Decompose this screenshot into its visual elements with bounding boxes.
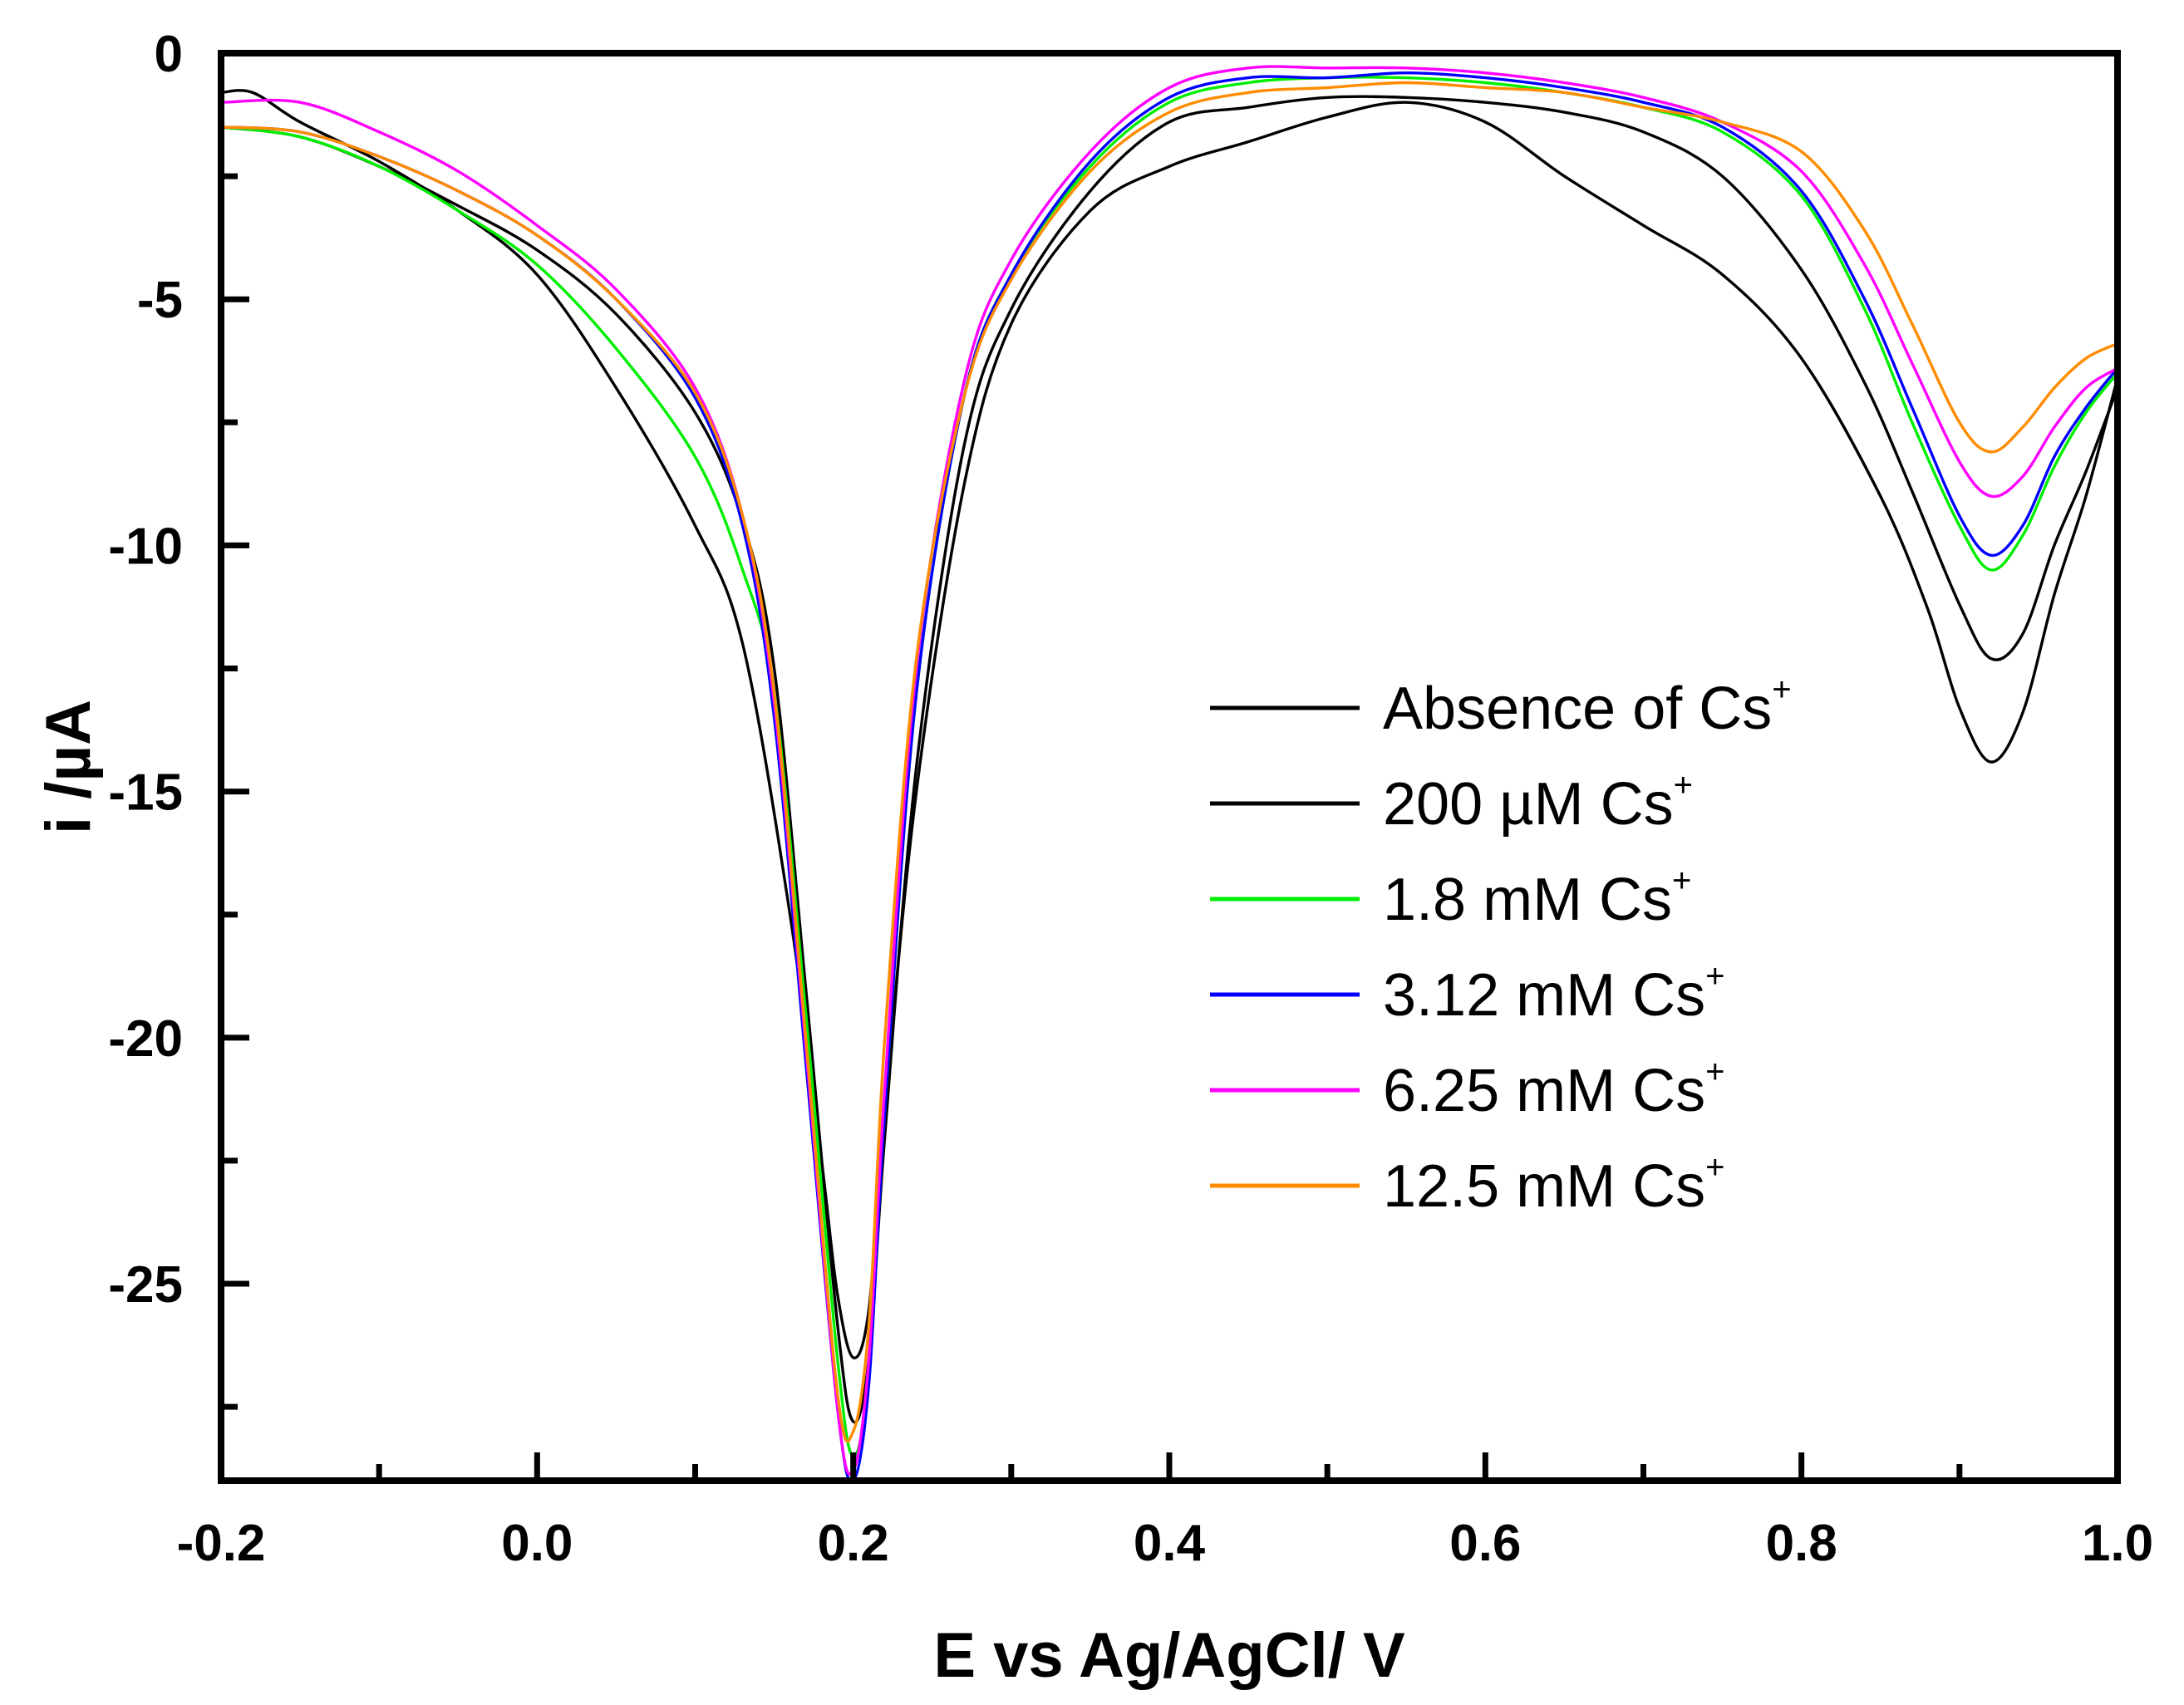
y-tick-label: -10 [108,518,183,575]
legend-item: 3.12 mM Cs+ [1210,958,1724,1029]
y-tick-labels: 0 -5 -10 -15 -20 -25 [108,26,183,1314]
y-tick-label: -25 [108,1256,183,1314]
legend-item: Absence of Cs+ [1210,671,1792,742]
legend-item: 200 µM Cs+ [1210,767,1693,838]
legend: Absence of Cs+ 200 µM Cs+ 1.8 mM Cs+ 3.12 m… [1210,671,1792,1220]
y-tick-label: -15 [108,764,183,822]
legend-item: 1.8 mM Cs+ [1210,862,1691,933]
y-tick-label: 0 [155,26,183,83]
x-tick-label: 1.0 [2082,1515,2153,1572]
x-tick-label: -0.2 [177,1515,266,1572]
x-tick-label: 0.0 [501,1515,573,1572]
plot-frame [218,50,2121,1484]
legend-item: 6.25 mM Cs+ [1210,1054,1724,1124]
legend-label: 12.5 mM Cs+ [1383,1149,1724,1220]
legend-superscript: + [1705,958,1724,995]
y-axis-title: i /µA [33,700,104,834]
series-line-2 [219,95,2119,1424]
series-line-6 [219,81,2119,1443]
legend-label: Absence of Cs+ [1383,671,1792,742]
y-tick-label: -20 [108,1010,183,1068]
x-tick-label: 0.6 [1449,1515,1521,1572]
legend-superscript: + [1772,671,1791,708]
series-line-1 [219,89,2119,1359]
legend-superscript: + [1705,1149,1724,1186]
series-layer [219,65,2119,1483]
x-tick-label: 0.8 [1766,1515,1837,1572]
legend-label: 6.25 mM Cs+ [1383,1054,1724,1124]
legend-superscript: + [1672,862,1691,899]
y-tick-label: -5 [137,272,183,329]
x-tick-labels: -0.2 0.0 0.2 0.4 0.6 0.8 1.0 [177,1515,2154,1572]
legend-superscript: + [1705,1054,1724,1090]
legend-label: 1.8 mM Cs+ [1383,862,1691,933]
x-tick-label: 0.4 [1134,1515,1206,1572]
series-line-4 [219,71,2119,1483]
x-tick-label: 0.2 [818,1515,889,1572]
legend-superscript: + [1674,767,1693,803]
legend-item: 12.5 mM Cs+ [1210,1149,1724,1220]
legend-label: 3.12 mM Cs+ [1383,958,1724,1029]
legend-label: 200 µM Cs+ [1383,767,1693,838]
x-axis-title: E vs Ag/AgCl/ V [933,1620,1405,1691]
